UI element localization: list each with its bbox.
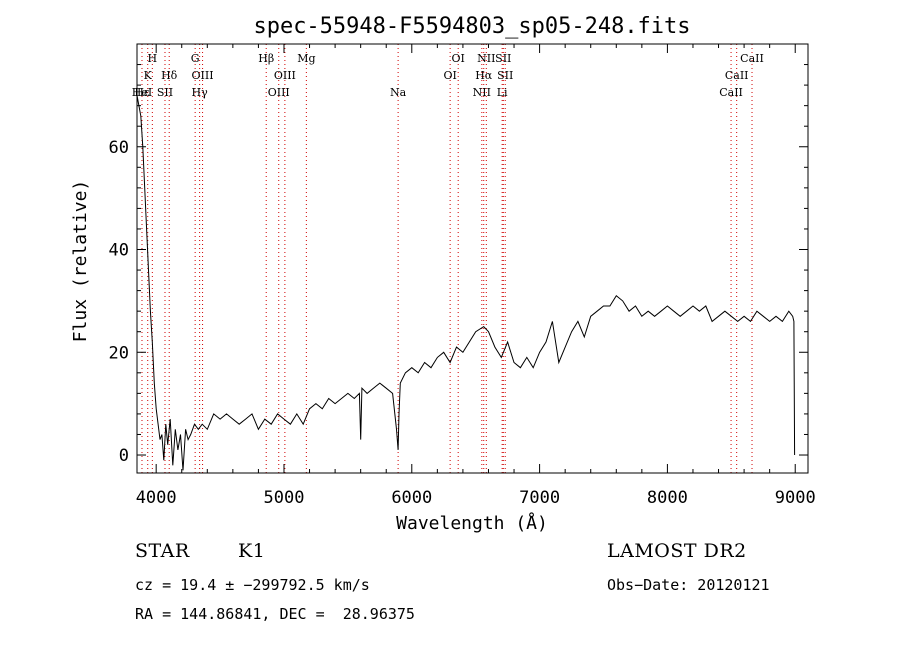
spectral-line-label: OIII (268, 86, 290, 99)
spectral-line-label: OIII (192, 69, 214, 82)
x-tick-label: 5000 (264, 488, 305, 508)
x-tick-label: 8000 (647, 488, 688, 508)
spectral-lines-layer (141, 44, 753, 473)
y-tick-label: 40 (109, 241, 129, 261)
y-tick-label: 60 (109, 138, 129, 158)
chart-title: spec-55948-F5594803_sp05-248.fits (253, 14, 690, 39)
spectral-line-label: K (144, 69, 153, 82)
redshift-info: cz = 19.4 ± −299792.5 km/s (135, 576, 370, 594)
spectral-line-label: Hε (134, 86, 150, 99)
spectral-line-labels: HKHεHeIHδSIIGOIIIHγHβOIIIOIIIMgNaOIOINII… (132, 52, 764, 99)
spectral-line-label: Mg (297, 52, 315, 65)
spectral-line-label: G (191, 52, 200, 65)
spectral-line-label: OI (451, 52, 464, 65)
y-axis-label: Flux (relative) (70, 180, 91, 343)
spectral-line-label: Li (497, 86, 508, 99)
spectral-line-label: OIII (274, 69, 296, 82)
observation-date: Obs−Date: 20120121 (607, 576, 770, 594)
spectral-line-label: Na (390, 86, 407, 99)
spectral-line-label: Hδ (161, 69, 178, 82)
y-tick-label: 0 (119, 446, 129, 466)
object-class: STAR (135, 540, 190, 562)
axis-ticks: 4000 5000 6000 7000 8000 9000 0 20 40 60 (109, 44, 816, 508)
x-tick-label: 7000 (519, 488, 560, 508)
y-tick-label: 20 (109, 343, 129, 363)
spectral-line-label: SII (497, 69, 513, 82)
x-tick-label: 4000 (136, 488, 177, 508)
spectral-line-label: SII (157, 86, 173, 99)
x-tick-label: 9000 (775, 488, 816, 508)
spectral-line-label: OI (443, 69, 456, 82)
spectral-line-label: CaII (719, 86, 743, 99)
spectrum-line (136, 95, 796, 471)
coordinates: RA = 144.86841, DEC = 28.96375 (135, 605, 415, 623)
spectral-line-label: Hγ (192, 86, 209, 99)
spectral-line-label: Hα (475, 69, 493, 82)
spectral-line-label: NII (473, 86, 491, 99)
spectral-line-label: Hβ (258, 52, 274, 65)
spectral-line-label: CaII (740, 52, 764, 65)
x-axis-label: Wavelength (Å) (396, 512, 548, 534)
spectral-line-label: SII (495, 52, 511, 65)
spectral-line-label: HeI (132, 86, 152, 99)
spectral-line-label: NII (477, 52, 495, 65)
survey-name: LAMOST DR2 (607, 540, 747, 562)
spectral-line-label: H (148, 52, 158, 65)
x-tick-label: 6000 (391, 488, 432, 508)
spectral-line-label: CaII (725, 69, 749, 82)
object-subclass: K1 (238, 540, 266, 562)
plot-frame (136, 43, 809, 474)
